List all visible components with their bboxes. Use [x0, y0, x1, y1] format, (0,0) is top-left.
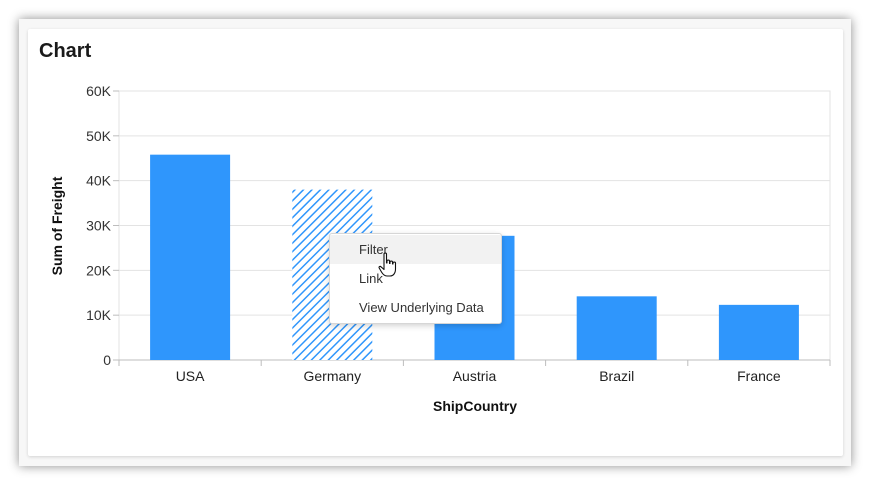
y-tick-label: 0 — [103, 352, 111, 368]
y-tick-label: 50K — [86, 128, 112, 144]
bar-brazil[interactable] — [576, 296, 657, 360]
menu-item-link[interactable]: Link — [359, 271, 383, 286]
y-axis-title: Sum of Freight — [49, 176, 65, 275]
hand-pointer-icon — [378, 252, 397, 277]
bar-usa[interactable] — [150, 154, 231, 360]
context-menu: Filter Link View Underlying Data — [329, 233, 502, 324]
y-tick-label: 10K — [86, 307, 112, 323]
chart-title: Chart — [39, 40, 92, 62]
menu-item-filter[interactable]: Filter — [330, 235, 501, 264]
x-tick-label: USA — [176, 368, 205, 384]
y-tick-label: 40K — [86, 173, 112, 189]
x-tick-label: Austria — [453, 368, 497, 384]
y-tick-label: 30K — [86, 218, 112, 234]
x-tick-label: France — [737, 368, 781, 384]
menu-item-view-underlying-data[interactable]: View Underlying Data — [359, 300, 484, 315]
y-tick-label: 60K — [86, 83, 112, 99]
x-tick-label: Germany — [304, 368, 362, 384]
bar-france[interactable] — [718, 304, 799, 360]
y-tick-label: 20K — [86, 262, 112, 278]
x-tick-label: Brazil — [599, 368, 634, 384]
x-axis-title: ShipCountry — [433, 398, 517, 414]
